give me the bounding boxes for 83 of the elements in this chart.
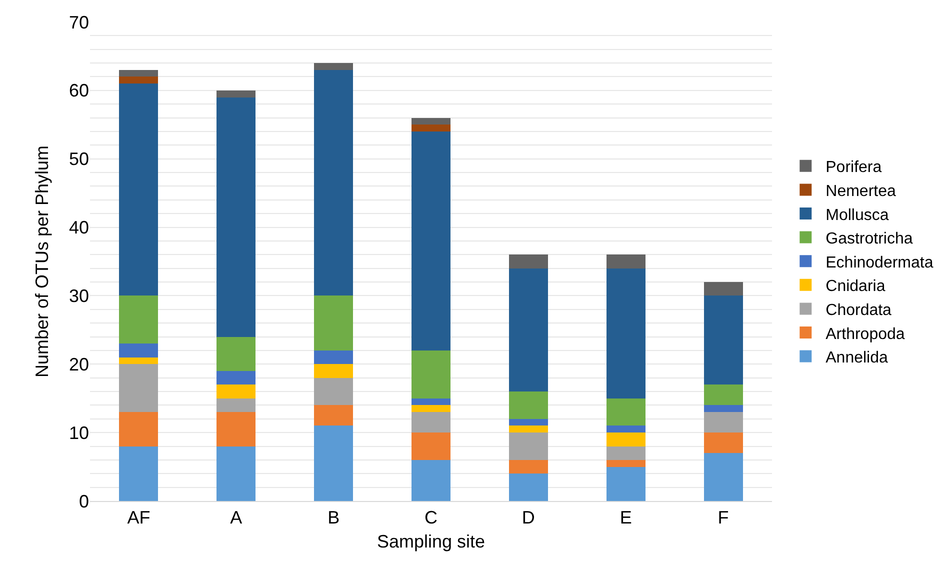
bar (119, 70, 158, 77)
bar (314, 378, 354, 406)
bar (508, 426, 548, 433)
y-tick-label: 30 (68, 286, 89, 306)
bar (412, 350, 450, 398)
bar (508, 418, 548, 426)
bar (412, 124, 450, 132)
legend-label: Mollusca (826, 206, 889, 224)
bar (314, 364, 354, 378)
x-axis-title: Sampling site (376, 532, 486, 552)
bar (119, 344, 158, 358)
legend-label: Chordata (826, 302, 892, 319)
bar (216, 398, 256, 412)
x-tick-label: E (620, 508, 632, 528)
x-tick-label: B (328, 508, 340, 528)
y-tick-label: 10 (68, 422, 89, 443)
legend-label: Nemertea (826, 182, 896, 200)
bar (704, 296, 743, 385)
x-tick-label: C (424, 508, 438, 528)
bar (119, 296, 158, 344)
bar (119, 412, 158, 446)
bar (314, 70, 354, 296)
x-tick-label: D (522, 508, 535, 528)
bar (412, 460, 450, 501)
legend-label: Gastrotricha (826, 230, 913, 248)
bar (606, 426, 646, 433)
bar (119, 446, 158, 501)
y-tick-label: 50 (68, 149, 89, 170)
y-tick-label: 70 (68, 12, 89, 32)
legend-label: Arthropoda (826, 326, 905, 343)
bar (216, 97, 256, 337)
bar (412, 405, 450, 412)
y-axis-title: Number of OTUs per Phylum (32, 145, 52, 378)
bar (314, 426, 354, 501)
bar (704, 453, 743, 501)
bar (216, 446, 256, 501)
bar (606, 398, 646, 426)
bar (704, 405, 743, 412)
bar (216, 336, 256, 371)
bar (314, 63, 354, 70)
bar (412, 118, 450, 125)
bar (119, 76, 158, 84)
y-tick-label: 40 (68, 218, 89, 238)
bar (216, 370, 256, 385)
bar (508, 392, 548, 419)
x-tick-label: F (718, 508, 729, 528)
bar (606, 268, 646, 398)
bar (704, 384, 743, 406)
legend-label: Porifera (826, 159, 882, 176)
bar (606, 466, 646, 501)
y-tick-label: 0 (78, 491, 89, 512)
bar (508, 460, 548, 474)
bar (606, 460, 646, 467)
y-tick-label: 20 (68, 354, 89, 374)
bar (412, 412, 450, 433)
bar (508, 432, 548, 460)
bar (508, 268, 548, 392)
bar (606, 432, 646, 446)
bar (119, 357, 158, 364)
bar (412, 398, 450, 406)
legend-label: Annelida (826, 350, 888, 367)
bar (412, 131, 450, 350)
bar (314, 296, 354, 350)
bar (704, 412, 743, 433)
legend-label: Cnidaria (826, 278, 886, 296)
bar (508, 474, 548, 501)
bar (314, 405, 354, 426)
bar (119, 364, 158, 412)
bar (119, 84, 158, 296)
bar (606, 446, 646, 460)
bar (704, 282, 743, 296)
bar (412, 432, 450, 460)
legend-label: Echinodermata (826, 254, 934, 272)
x-tick-label: AF (127, 508, 150, 528)
bar (704, 432, 743, 454)
x-tick-label: A (230, 508, 242, 528)
bar (606, 254, 646, 268)
bar (216, 384, 256, 398)
bar (216, 90, 256, 98)
bar (314, 350, 354, 364)
y-tick-label: 60 (68, 80, 89, 101)
bar (216, 412, 256, 446)
bar (508, 254, 548, 268)
